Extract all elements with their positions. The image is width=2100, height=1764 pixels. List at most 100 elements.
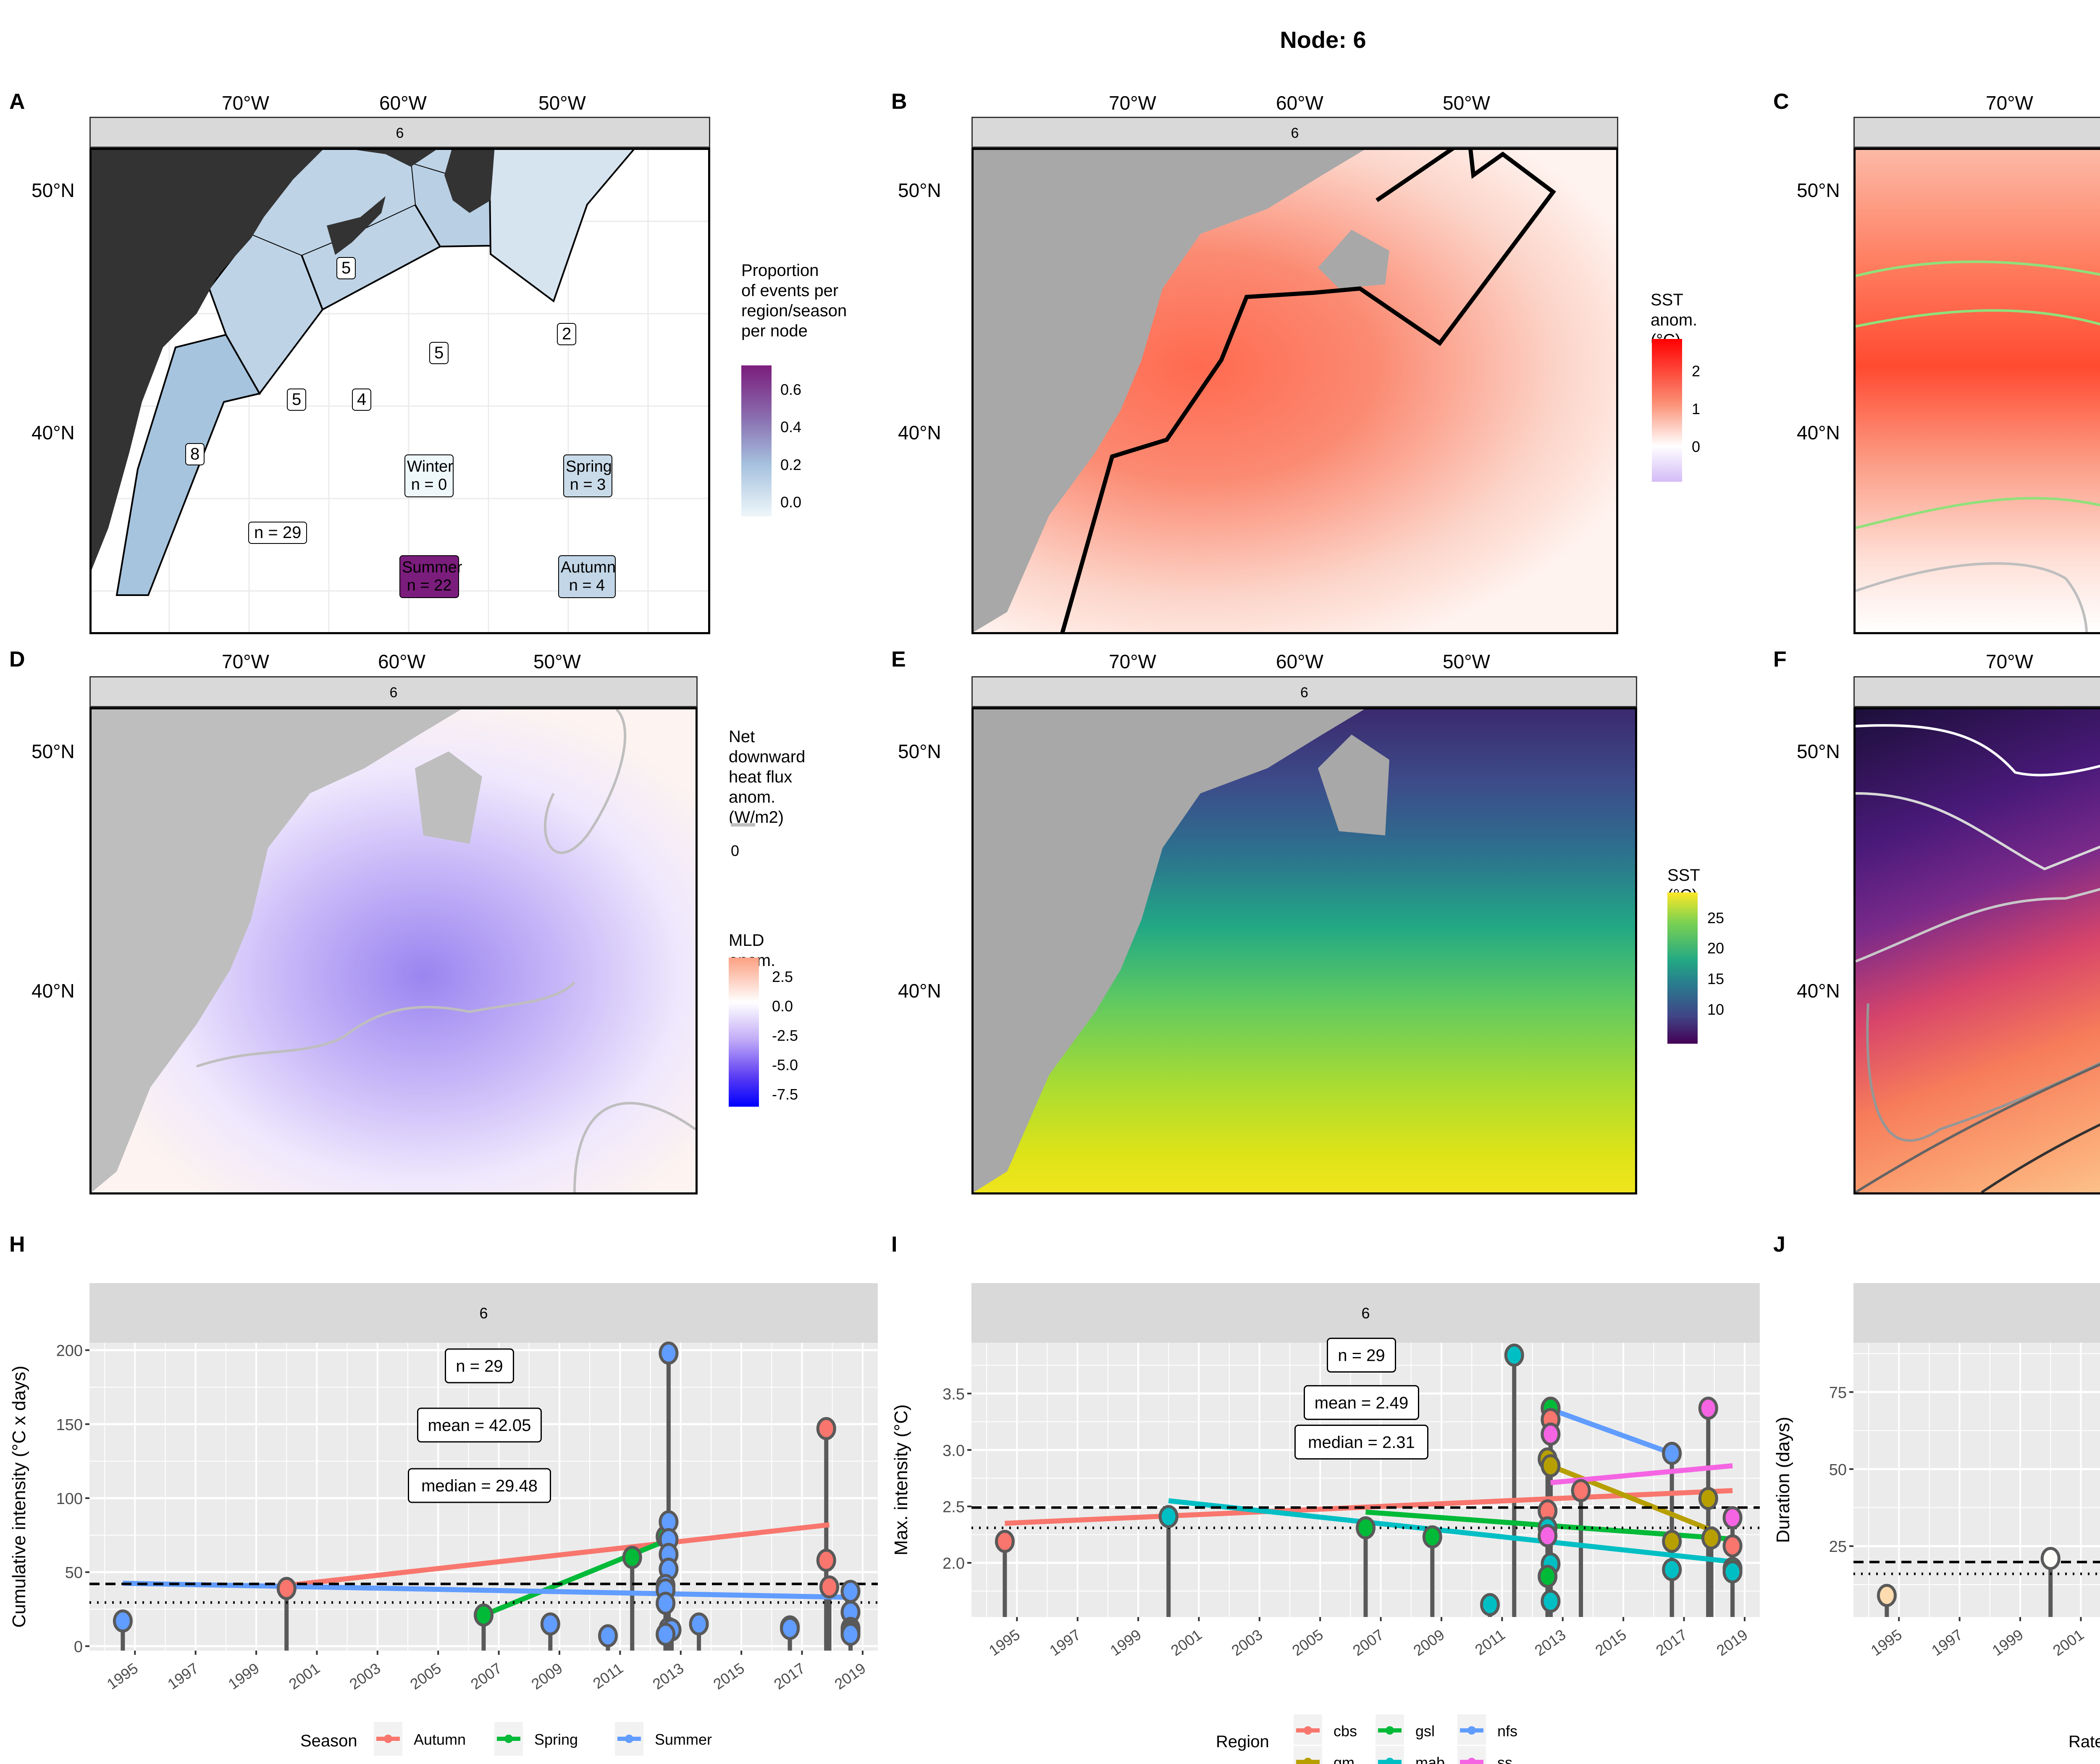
y-tick-label: 100 xyxy=(56,1490,83,1508)
facet-strip: 6 xyxy=(971,117,1618,148)
season-box-spring: Spring n = 3 xyxy=(563,454,612,497)
data-point xyxy=(780,1617,800,1640)
lon-tick: 60°W xyxy=(1276,651,1323,672)
region-count-label: 2 xyxy=(557,323,577,345)
chart-h: H 6 0 50 100 150 200 1995 1997 1999 2001 2003 2005 20… xyxy=(9,1232,878,1756)
x-tick-label: 2001 xyxy=(1168,1626,1205,1659)
chart-j: J625507519951997199920012003200520072009… xyxy=(1773,1232,2100,1751)
legend-item: 0 xyxy=(731,811,770,859)
trend-line xyxy=(123,1580,851,1600)
colorbar-tick: -5.0 xyxy=(772,1056,798,1074)
x-tick-label: 1995 xyxy=(1868,1626,1905,1659)
data-point xyxy=(113,1609,133,1633)
legend-key xyxy=(731,823,755,827)
region-count-label: 4 xyxy=(352,388,372,411)
trend-line xyxy=(1549,1407,1673,1456)
season-box-summer: Summer n = 22 xyxy=(399,555,462,598)
panel-letter-a: A xyxy=(9,89,25,114)
panel-b-svg xyxy=(974,150,1556,632)
total-count-label: n = 29 xyxy=(248,522,307,544)
legend-key-point xyxy=(1304,1758,1312,1764)
lon-tick: 50°W xyxy=(1443,651,1490,672)
data-point xyxy=(598,1624,618,1648)
lat-tick: 40°N xyxy=(898,980,941,1002)
legend-key-point xyxy=(1467,1726,1476,1735)
region-count-label: 8 xyxy=(185,443,205,465)
panel-f-plot xyxy=(1853,707,2100,1194)
data-point xyxy=(1722,1506,1743,1530)
colorbar-tick: -7.5 xyxy=(772,1086,798,1103)
stat-label-box xyxy=(445,1348,514,1383)
lon-tick: 70°W xyxy=(1109,651,1156,672)
colorbar-tick: 15 xyxy=(1707,970,1725,987)
panel-letter-h: H xyxy=(9,1232,25,1257)
legend-label: gm xyxy=(1334,1754,1354,1764)
facet-strip xyxy=(971,1283,1760,1343)
x-tick-label: 2017 xyxy=(771,1659,808,1693)
y-tick-label: 3.0 xyxy=(942,1442,965,1460)
data-point xyxy=(816,1417,836,1440)
legend-key-point xyxy=(504,1735,513,1743)
facet-strip xyxy=(1853,1283,2100,1343)
facet-strip-label: 6 xyxy=(1361,1305,1370,1322)
legend-label: gsl xyxy=(1415,1722,1435,1740)
trend-line xyxy=(1549,1463,1712,1533)
panel-letter-b: B xyxy=(891,89,907,114)
trend-line xyxy=(286,1522,830,1588)
lat-tick: 50°N xyxy=(1797,740,1840,762)
x-tick-label: 2019 xyxy=(1713,1626,1751,1659)
lon-tick: 60°W xyxy=(1276,92,1323,114)
y-axis-label: Cumulative intensity (°C x days) xyxy=(9,1365,29,1628)
x-tick-label: 1999 xyxy=(1107,1626,1144,1659)
data-point xyxy=(1158,1505,1179,1528)
data-point xyxy=(819,1575,839,1599)
panel-d-plot xyxy=(89,707,698,1194)
lat-tick: 40°N xyxy=(1797,980,1840,1002)
lon-tick: 70°W xyxy=(1986,92,2033,114)
data-point xyxy=(1538,1524,1558,1548)
data-point xyxy=(1541,1589,1561,1613)
panel-b-colorbar xyxy=(1652,339,1682,482)
y-tick-label: 3.5 xyxy=(942,1386,965,1403)
data-point xyxy=(1422,1525,1442,1549)
panel-c-svg xyxy=(1856,260,2100,632)
lat-tick: 50°N xyxy=(32,179,75,201)
stat-label-box xyxy=(1327,1338,1396,1373)
panel-a-plot: 5 2 5 5 4 8 Winter n = 0 Spring n = 3 Summ… xyxy=(89,148,710,634)
legend-key-point xyxy=(625,1735,633,1743)
x-tick-label: 2007 xyxy=(467,1659,505,1693)
panel-letter-f: F xyxy=(1773,647,1787,672)
data-point xyxy=(1571,1479,1591,1502)
stat-label-box xyxy=(417,1407,542,1443)
panel-letter-j: J xyxy=(1773,1232,1785,1257)
data-point xyxy=(656,1591,676,1615)
legend-key-point xyxy=(1386,1758,1394,1764)
panel-f-svg xyxy=(1856,724,2100,1192)
data-point xyxy=(1877,1584,1897,1607)
x-tick-label: 1999 xyxy=(225,1659,262,1693)
x-tick-label: 2011 xyxy=(590,1659,626,1692)
stat-label: n = 29 xyxy=(456,1357,503,1376)
x-tick-label: 2001 xyxy=(286,1659,323,1693)
y-tick-label: 50 xyxy=(65,1564,83,1582)
lat-tick: 50°N xyxy=(898,179,941,201)
colorbar-tick: 0.0 xyxy=(780,494,802,511)
colorbar-tick: 0 xyxy=(1692,438,1701,455)
lon-tick: 60°W xyxy=(378,651,425,672)
y-tick-label: 2.5 xyxy=(942,1499,965,1516)
region-count-label: 5 xyxy=(336,257,356,279)
lon-tick: 50°W xyxy=(533,651,581,672)
season-box-autumn: Autumn n = 4 xyxy=(558,555,616,598)
x-tick-label: 1999 xyxy=(1989,1626,2026,1659)
data-point xyxy=(1662,1441,1682,1465)
lon-tick: 70°W xyxy=(222,92,269,114)
x-tick-label: 2017 xyxy=(1653,1626,1690,1659)
panel-d-svg xyxy=(92,709,696,1192)
lat-tick: 50°N xyxy=(898,740,941,762)
lon-tick: 50°W xyxy=(538,92,586,114)
panel-letter-d: D xyxy=(9,647,25,672)
data-point xyxy=(1504,1344,1524,1367)
lon-tick: 70°W xyxy=(222,651,269,672)
x-tick-label: 2005 xyxy=(407,1659,444,1693)
data-point xyxy=(1480,1593,1500,1616)
